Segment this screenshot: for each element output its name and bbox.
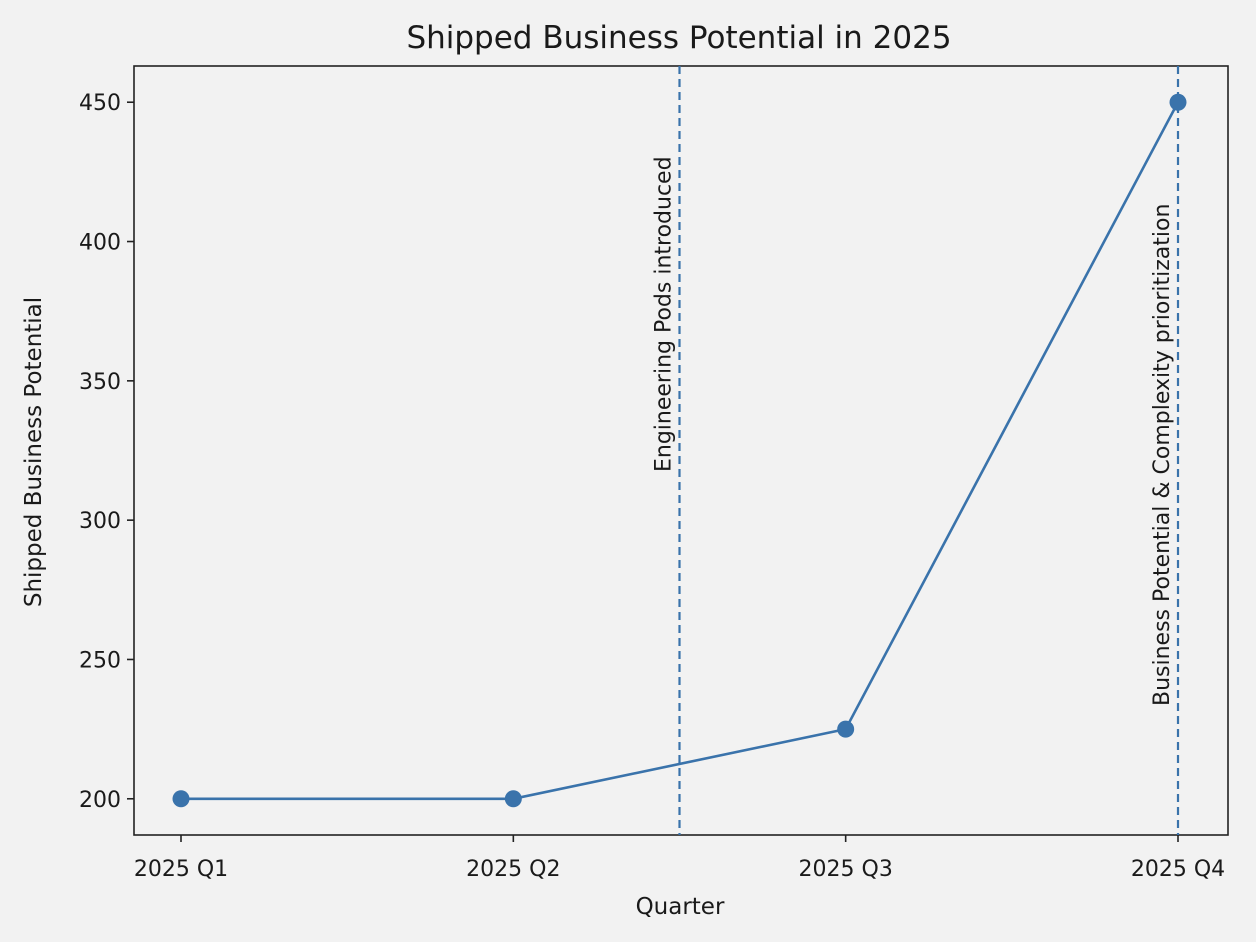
data-point [1169,93,1187,111]
x-axis-label: Quarter [636,894,725,920]
data-point [172,790,190,808]
y-tick-label: 250 [79,648,121,673]
x-tick-label: 2025 Q4 [1131,857,1225,882]
y-tick-label: 350 [79,370,121,395]
series-line [181,101,1180,801]
plot-frame [133,65,1229,836]
y-tick-label: 300 [79,509,121,534]
y-tick-label: 200 [79,788,121,813]
x-axis: 2025 Q1 2025 Q2 2025 Q3 2025 Q4 [134,835,1225,882]
annotation-label: Business Potential & Complexity prioriti… [1150,204,1175,706]
x-tick-label: 2025 Q2 [466,857,560,882]
chart-title: Shipped Business Potential in 2025 [406,20,951,56]
data-point [837,720,855,738]
annotation-lines: Engineering Pods introduced Business Pote… [652,66,1180,835]
x-tick-label: 2025 Q3 [799,857,893,882]
y-axis-label: Shipped Business Potential [21,297,47,607]
data-point [504,790,522,808]
y-tick-label: 450 [79,91,121,116]
y-axis: 200 250 300 350 400 450 [79,91,134,813]
series-layer [172,93,1187,808]
annotation-label: Engineering Pods introduced [652,156,677,472]
x-tick-label: 2025 Q1 [134,857,228,882]
y-tick-label: 400 [79,231,121,256]
